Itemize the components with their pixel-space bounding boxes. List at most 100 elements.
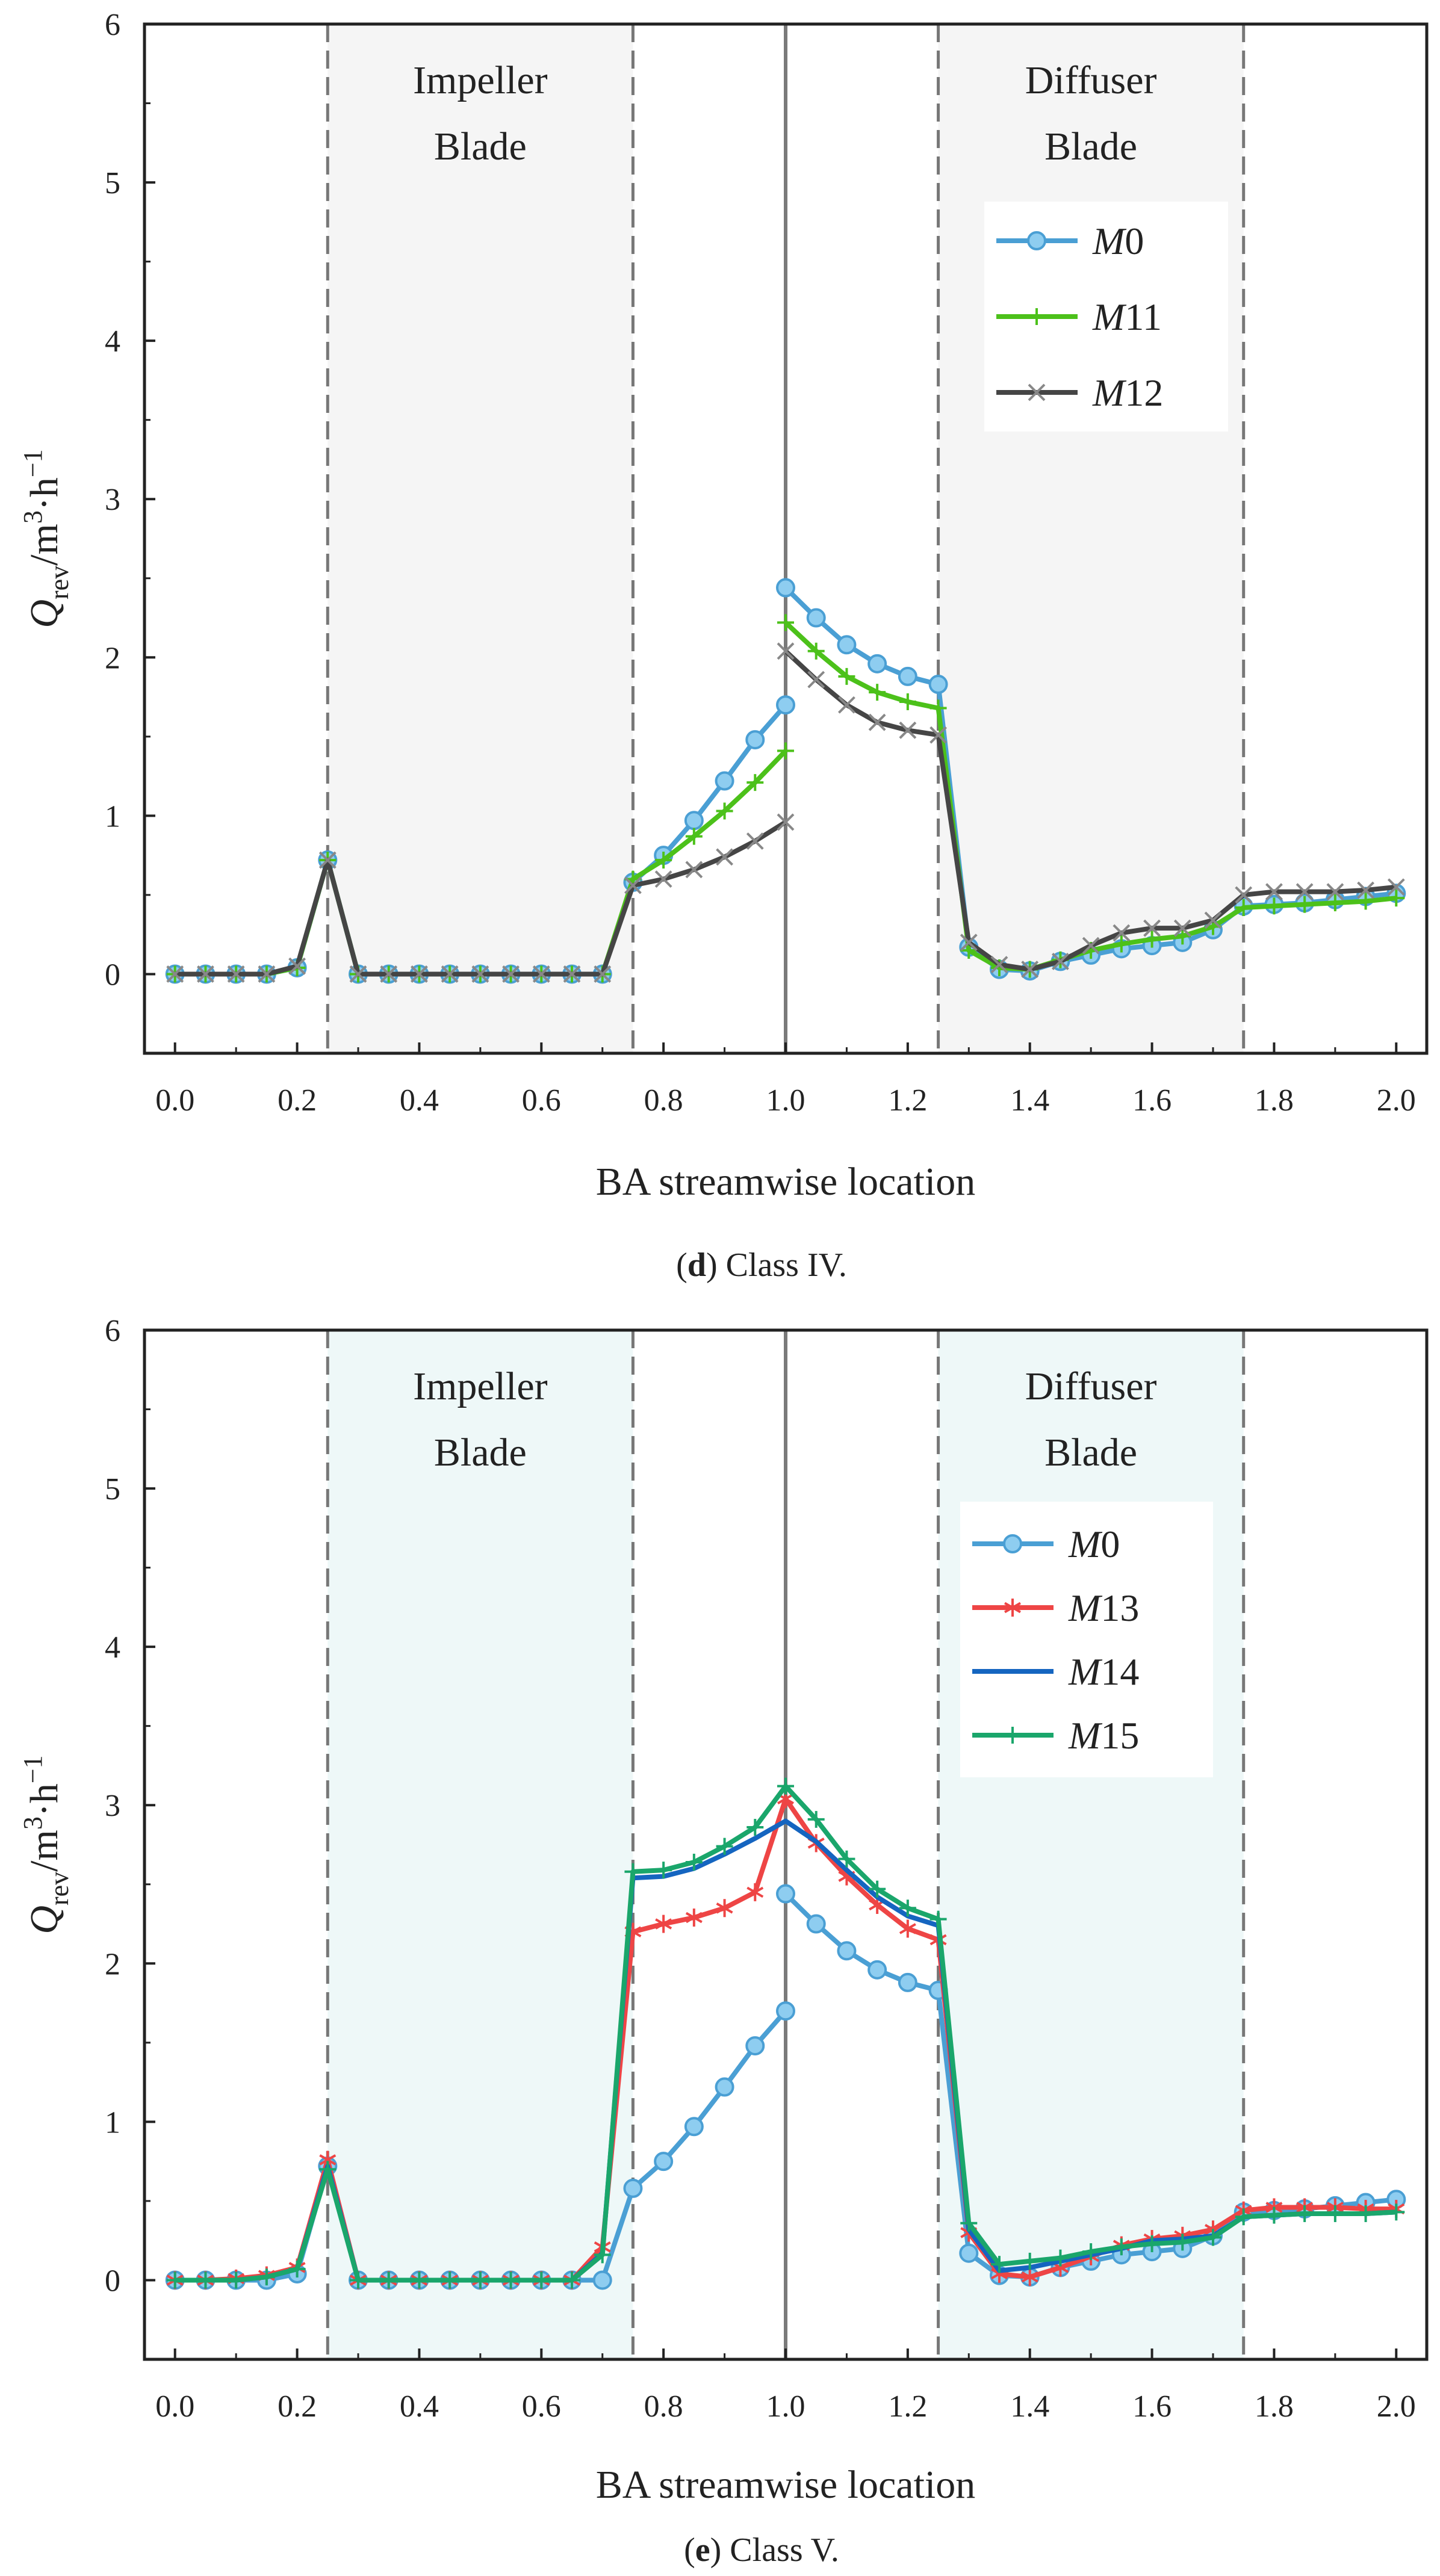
blade-region-shade (938, 1330, 1244, 2359)
data-point (929, 1910, 947, 1928)
data-point (899, 721, 917, 739)
data-point (1296, 2205, 1314, 2222)
data-point (1296, 883, 1314, 901)
x-tick-label: 0.8 (644, 2389, 683, 2424)
legend-marker (1027, 231, 1046, 250)
y-axis-label: Qrev/m3·h−1 (18, 1755, 74, 1934)
x-tick-label: 0.4 (400, 2389, 439, 2424)
data-point (318, 851, 337, 869)
legend-marker (1004, 1599, 1021, 1617)
x-tick-label: 0.6 (522, 1083, 561, 1118)
data-point (868, 713, 886, 731)
chart-panel-e: Impeller Blade Diffuser Blade 0.0 0.2 0.4 0.6 0.… (18, 1314, 1429, 2569)
data-point (1113, 935, 1130, 953)
region-label: Diffuser Blade (1025, 58, 1157, 169)
x-tick-label: 1.6 (1132, 1083, 1172, 1118)
data-point (838, 696, 855, 714)
data-point (746, 1883, 764, 1901)
data-point (1021, 2252, 1038, 2270)
data-point (746, 832, 764, 850)
data-point (471, 965, 489, 983)
data-point (1388, 2203, 1405, 2221)
data-point (929, 726, 947, 744)
region-label-line: Diffuser (1025, 58, 1157, 102)
data-point (716, 1899, 733, 1918)
data-point (991, 2256, 1008, 2273)
x-tick-label: 1.8 (1255, 2389, 1294, 2424)
data-point (838, 1850, 855, 1868)
data-point (838, 667, 855, 685)
data-point (806, 608, 826, 628)
series-M15 (166, 1777, 1405, 2289)
region-label: Impeller Blade (413, 1364, 548, 1475)
data-point (1357, 881, 1374, 899)
chart-panel-d: Impeller Blade Diffuser Blade 0.0 0.2 0.4 0.6 0.… (18, 8, 1429, 1284)
data-point (745, 730, 765, 750)
data-point (685, 861, 703, 879)
data-point (898, 666, 917, 686)
blade-region-shade (327, 1330, 633, 2359)
data-point (655, 852, 672, 869)
data-point (806, 1914, 826, 1934)
data-point (777, 813, 795, 831)
x-tick-label: 1.4 (1010, 1083, 1049, 1118)
legend-entry: M0 (1092, 220, 1144, 262)
data-point (197, 2271, 214, 2289)
data-point (288, 957, 306, 975)
data-point (1113, 2238, 1130, 2256)
data-point (684, 2117, 704, 2137)
region-label: Impeller Blade (413, 58, 548, 169)
x-tick-label: 0.8 (644, 1083, 683, 1118)
region-label-line: Impeller (413, 1364, 548, 1408)
data-point (228, 2271, 245, 2289)
blade-region-shade (938, 24, 1244, 1053)
blade-region-shade (327, 24, 633, 1053)
data-point (745, 2036, 765, 2056)
x-axis-label: BA streamwise location (596, 1160, 976, 1204)
y-axis-label: Qrev/m3·h−1 (18, 449, 74, 628)
data-point (563, 965, 581, 983)
data-point (1387, 878, 1405, 896)
legend-entry: M13 (1068, 1587, 1139, 1629)
data-point (807, 1810, 825, 1828)
x-tick-label: 0.4 (400, 1083, 439, 1118)
data-point (197, 965, 214, 983)
data-point (288, 2261, 306, 2278)
figure-caption: (e) Class V. (684, 2531, 839, 2569)
legend-entry: M12 (1092, 371, 1163, 414)
data-point (594, 2246, 611, 2264)
data-point (1052, 2249, 1069, 2267)
data-point (685, 1909, 703, 1927)
data-point (166, 965, 184, 983)
legend-marker (1004, 1727, 1021, 1744)
data-point (1205, 2229, 1221, 2246)
data-point (960, 2214, 978, 2232)
legend-marker (1028, 308, 1045, 325)
data-point (502, 965, 520, 983)
y-tick-label: 5 (105, 1472, 120, 1506)
legend-marker (1003, 1534, 1022, 1553)
data-point (899, 1899, 916, 1917)
data-point (776, 2001, 795, 2021)
data-point (380, 965, 398, 983)
data-point (654, 2152, 674, 2172)
y-tick-label: 2 (105, 1947, 120, 1981)
y-tick-label: 3 (105, 1789, 120, 1823)
figure-caption: (d) Class IV. (676, 1246, 847, 1284)
data-point (655, 1915, 672, 1933)
data-point (319, 2161, 337, 2178)
x-tick-label: 2.0 (1377, 1083, 1416, 1118)
region-label-line: Impeller (413, 58, 548, 102)
data-point (899, 1919, 916, 1938)
data-point (777, 614, 794, 631)
data-point (898, 1972, 917, 1992)
y-tick-label: 2 (105, 641, 120, 675)
data-point (776, 1884, 795, 1904)
x-tick-label: 0.2 (278, 1083, 317, 1118)
region-label-line: Blade (1044, 1431, 1137, 1475)
data-point (746, 1819, 764, 1836)
region-label-line: Diffuser (1025, 1364, 1157, 1408)
x-tick-label: 1.0 (766, 1083, 805, 1118)
y-tick-label: 0 (105, 958, 120, 992)
data-point (1357, 2205, 1374, 2222)
